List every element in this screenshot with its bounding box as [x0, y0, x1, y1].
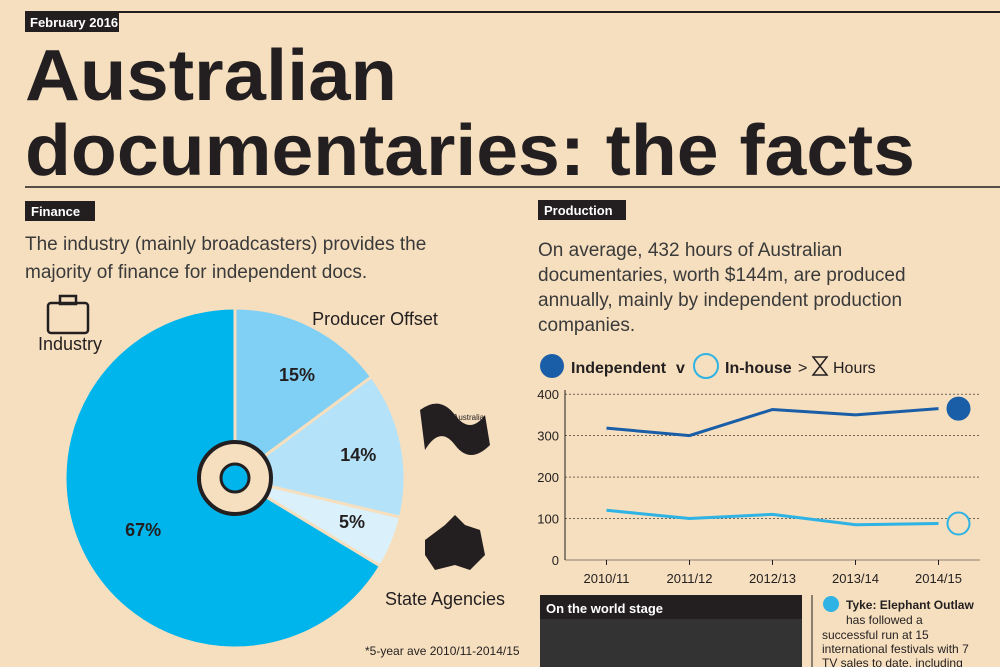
y-tick-label: 200 [537, 470, 559, 485]
australia-map [425, 515, 485, 570]
production-text: annually, mainly by independent producti… [538, 290, 902, 311]
production-label: Production [544, 203, 613, 218]
pie-slice [233, 306, 374, 481]
x-tick-label: 2011/12 [666, 571, 712, 586]
world-stage-header [540, 595, 802, 619]
date-tag [25, 12, 119, 32]
finance-text: majority of finance for independent docs… [25, 262, 367, 283]
world-stage-text: international festivals with 7 [822, 642, 969, 656]
date: February 2016 [30, 15, 118, 30]
value-label: 67% [125, 520, 161, 540]
series-icon [946, 396, 971, 421]
world-stage-text: Tyke: Elephant Outlaw [846, 598, 974, 612]
series-icon [946, 511, 971, 536]
legend-label: In-house [725, 360, 792, 377]
x-tick-label: 2010/11 [583, 571, 629, 586]
line-series [606, 407, 939, 438]
category-label: State Agencies [385, 589, 505, 609]
production-text: On average, 432 hours of Australian [538, 240, 842, 261]
category-label: Producer Offset [312, 309, 438, 329]
y-tick-label: 0 [552, 553, 559, 568]
finance-note: *5-year ave 2010/11-2014/15 [365, 644, 520, 658]
aperture-core [219, 462, 251, 494]
title: Australian [25, 36, 397, 116]
world-stage-text: successful run at 15 [822, 628, 929, 642]
production-tag [538, 200, 626, 220]
x-tick-label: 2013/14 [832, 571, 879, 586]
legend-label: Independent [571, 360, 667, 377]
production-text: documentaries, worth $144m, are produced [538, 265, 906, 286]
legend-separator: v [676, 360, 685, 377]
value-label: 5% [339, 512, 365, 532]
title: documentaries: the facts [25, 111, 915, 191]
y-tick-label: 100 [537, 512, 559, 527]
legend-icon [693, 353, 719, 379]
y-axis-label: Hours [833, 360, 876, 377]
legend-separator: > [798, 360, 807, 377]
globe-icon [823, 596, 839, 612]
finance-label: Finance [31, 204, 80, 219]
world-stage-title: On the world stage [546, 601, 663, 616]
y-tick-label: 300 [537, 429, 559, 444]
finance-tag [25, 201, 95, 221]
category-label: Industry [38, 334, 102, 354]
production-text: companies. [538, 315, 635, 336]
hourglass-icon [811, 356, 829, 376]
finance-text: The industry (mainly broadcasters) provi… [25, 234, 426, 255]
category-label: Screen Australia [426, 413, 485, 422]
pie-slice [231, 374, 407, 520]
value-label: 15% [279, 365, 315, 385]
world-stage-text: has followed a [846, 613, 923, 627]
screen-australia-logo [420, 403, 490, 455]
x-tick-label: 2012/13 [749, 571, 796, 586]
y-tick-label: 400 [537, 387, 559, 402]
x-tick-label: 2014/15 [915, 571, 962, 586]
world-stage-text: TV sales to date, including [822, 656, 963, 667]
legend-icon [540, 354, 564, 378]
line-series [606, 508, 939, 527]
value-label: 14% [340, 445, 376, 465]
briefcase-handle [58, 294, 78, 306]
